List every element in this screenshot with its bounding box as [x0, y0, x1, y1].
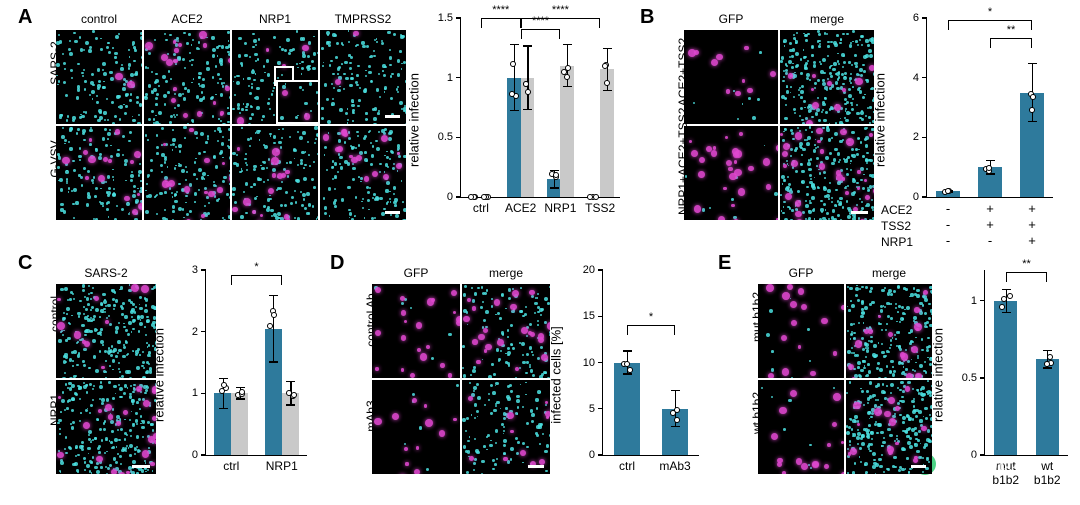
microscopy-tile [846, 284, 932, 378]
col-header: GFP [758, 266, 844, 280]
bar [614, 363, 640, 456]
panel-b-chart: relative infection 0246***ACE2-++TSS2-++… [884, 12, 1059, 228]
col-header: ACE2 [144, 12, 230, 26]
microscopy-tile [56, 126, 142, 220]
panel-c-label: C [18, 252, 32, 275]
watermark-text: 中国生物技术网 [942, 454, 1040, 474]
chart-e-plot: 00.51mutb1b2wtb1b2** [984, 270, 1068, 456]
col-header: TMPRSS2 [320, 12, 406, 26]
panel-a-chart: relative infection 00.511.5ctrlACE2NRP1T… [418, 12, 626, 228]
panel-c-chart: relative infection 0123ctrlNRP1* [163, 264, 313, 486]
chart-a-ylabel: relative infection [407, 73, 422, 167]
chart-d-plot: 05101520ctrlmAb3* [602, 270, 699, 456]
chart-e-ylabel: relative infection [931, 328, 946, 422]
col-header: merge [846, 266, 932, 280]
microscopy-tile [56, 284, 156, 378]
microscopy-tile [846, 380, 932, 474]
axis-group-label: ACE2 [881, 203, 919, 217]
scalebar [911, 465, 926, 468]
panel-d-chart: infected cells [%] 05101520ctrlmAb3* [560, 264, 705, 486]
chart-a-plot: 00.511.5ctrlACE2NRP1TSS2************ [460, 18, 620, 198]
col-header: GFP [372, 266, 460, 280]
microscopy-tile [320, 126, 406, 220]
microscopy-tile [56, 380, 156, 474]
chart-b-plot: 0246***ACE2-++TSS2-++NRP1--+ [926, 18, 1053, 198]
microscopy-tile [758, 284, 844, 378]
microscopy-tile [462, 284, 550, 378]
microscopy-tile [372, 380, 460, 474]
microscopy-tile [684, 126, 778, 220]
chart-d-ylabel: infected cells [%] [549, 326, 564, 424]
microscopy-tile [758, 380, 844, 474]
microscopy-tile [276, 80, 320, 124]
chart-c-plot: 0123ctrlNRP1* [205, 270, 307, 456]
scalebar [528, 465, 544, 468]
bar [231, 393, 248, 455]
col-header: SARS-2 [56, 266, 156, 280]
microscopy-tile [56, 30, 142, 124]
col-header: GFP [684, 12, 778, 26]
microscopy-tile [320, 30, 406, 124]
scalebar [385, 115, 400, 118]
col-header: merge [462, 266, 550, 280]
panel-b-label: B [640, 6, 654, 29]
microscopy-tile [684, 30, 778, 124]
microscopy-tile [780, 30, 874, 124]
microscopy-tile [144, 126, 230, 220]
chart-b-ylabel: relative infection [873, 73, 888, 167]
microscopy-tile [462, 380, 550, 474]
microscopy-tile [372, 284, 460, 378]
microscopy-tile [780, 126, 874, 220]
microscopy-tile [232, 126, 318, 220]
microscopy-tile [144, 30, 230, 124]
axis-group-label: NRP1 [881, 235, 919, 249]
bar [1036, 359, 1059, 455]
scalebar [385, 211, 400, 214]
col-header: NRP1 [232, 12, 318, 26]
scalebar [132, 465, 150, 468]
axis-group-label: TSS2 [881, 219, 919, 233]
col-header: control [56, 12, 142, 26]
scalebar [851, 211, 868, 214]
watermark: W 中国生物技术网 [914, 453, 1040, 475]
panel-e-label: E [718, 252, 731, 275]
panel-d-label: D [330, 252, 344, 275]
bar [994, 301, 1017, 455]
panel-a-label: A [18, 6, 32, 29]
col-header: merge [780, 12, 874, 26]
